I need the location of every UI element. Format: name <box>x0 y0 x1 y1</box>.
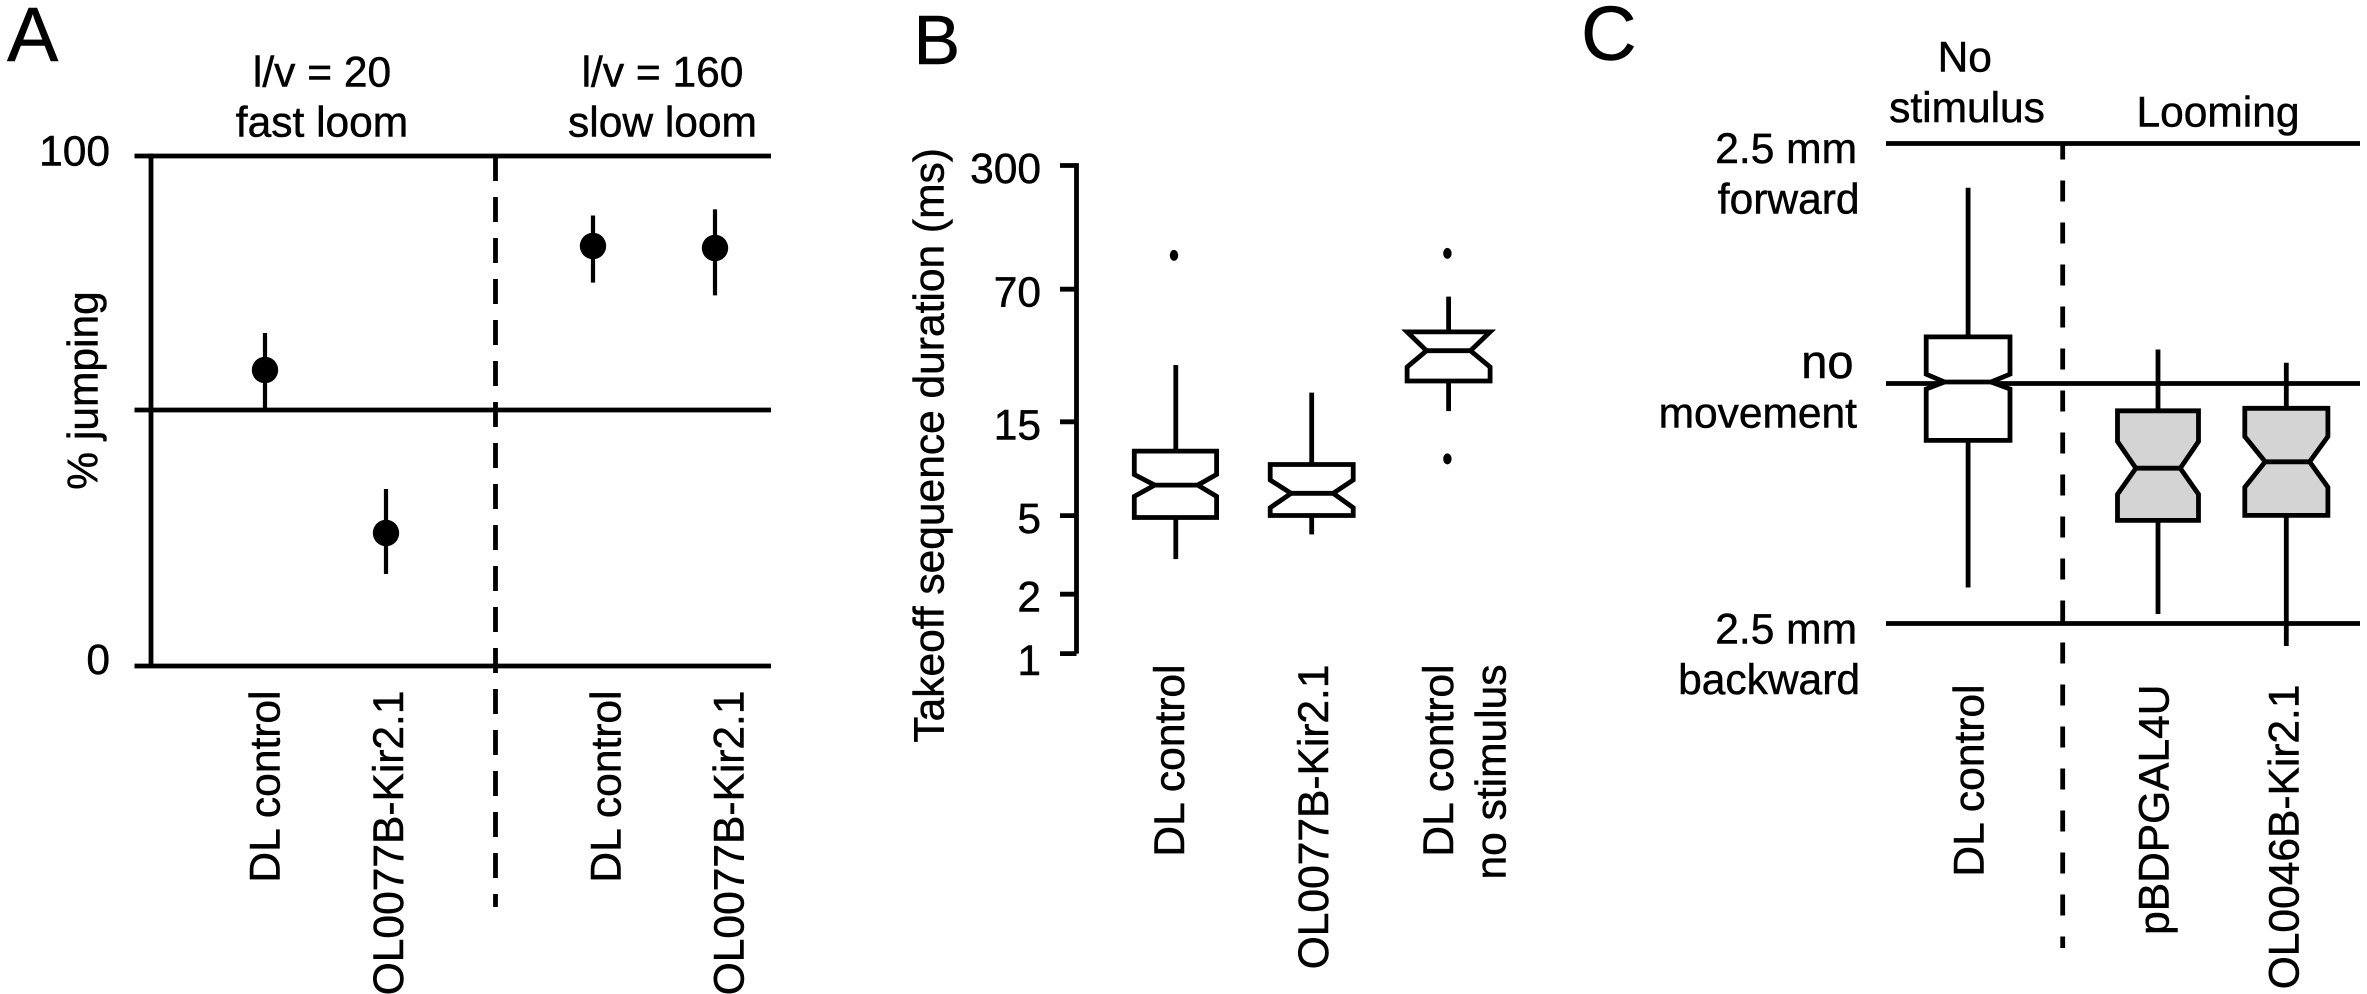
svg-text:pBDPGAL4U: pBDPGAL4U <box>2132 685 2179 935</box>
svg-text:stimulus: stimulus <box>1889 85 2045 132</box>
svg-text:DL control: DL control <box>1946 685 1993 877</box>
svg-text:1: 1 <box>1017 638 1041 685</box>
svg-text:2: 2 <box>1017 575 1041 622</box>
svg-text:movement: movement <box>1659 391 1858 438</box>
svg-text:backward: backward <box>1678 657 1860 704</box>
svg-text:no stimulus: no stimulus <box>1468 665 1515 880</box>
svg-text:forward: forward <box>1718 176 1860 223</box>
svg-text:15: 15 <box>994 402 1041 449</box>
svg-text:2.5 mm: 2.5 mm <box>1715 126 1857 173</box>
svg-text:5: 5 <box>1017 496 1041 543</box>
svg-text:Takeoff sequence duration (ms): Takeoff sequence duration (ms) <box>907 148 954 743</box>
svg-text:l/v = 20: l/v = 20 <box>253 49 391 96</box>
svg-text:No: No <box>1938 35 1992 82</box>
svg-text:300: 300 <box>970 146 1041 193</box>
svg-text:A: A <box>7 0 59 78</box>
svg-text:2.5 mm: 2.5 mm <box>1715 607 1857 654</box>
svg-text:fast loom: fast loom <box>236 100 408 147</box>
svg-text:OL0046B-Kir2.1: OL0046B-Kir2.1 <box>2261 685 2308 990</box>
svg-text:OL0077B-Kir2.1: OL0077B-Kir2.1 <box>706 691 753 994</box>
svg-text:DL control: DL control <box>242 691 289 883</box>
svg-text:DL control: DL control <box>583 691 630 883</box>
svg-text:DL control: DL control <box>1416 665 1463 857</box>
svg-text:no: no <box>1801 335 1853 388</box>
svg-text:l/v = 160: l/v = 160 <box>582 49 744 96</box>
svg-text:DL control: DL control <box>1147 665 1194 857</box>
svg-text:70: 70 <box>994 270 1041 317</box>
svg-text:OL0077B-Kir2.1: OL0077B-Kir2.1 <box>1291 665 1338 970</box>
svg-text:slow loom: slow loom <box>568 100 757 147</box>
svg-text:% jumping: % jumping <box>61 291 108 489</box>
svg-text:100: 100 <box>39 129 110 176</box>
svg-text:C: C <box>1581 0 1637 77</box>
svg-text:Looming: Looming <box>2136 90 2299 137</box>
svg-text:OL0077B-Kir2.1: OL0077B-Kir2.1 <box>366 691 413 994</box>
svg-text:B: B <box>914 1 961 79</box>
svg-text:0: 0 <box>86 637 110 684</box>
